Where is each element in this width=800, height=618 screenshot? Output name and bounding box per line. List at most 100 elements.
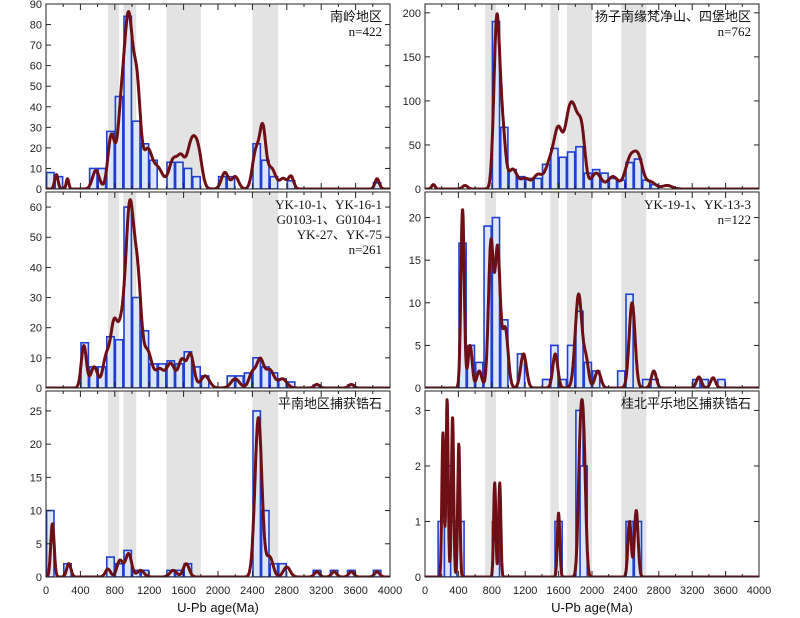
panel-label: G0103-1、G0104-1 [277, 212, 382, 227]
histogram-bar [157, 363, 167, 388]
x-tick-label: 800 [106, 585, 124, 597]
panel-label: 平南地区捕获锆石 [278, 396, 382, 411]
histogram-bar [591, 168, 601, 189]
y-tick-label: 50 [409, 140, 421, 152]
age-band [107, 391, 120, 577]
y-tick-label: 60 [30, 61, 42, 73]
x-tick-label: 2000 [206, 585, 230, 597]
histogram-bar [131, 120, 141, 189]
probability-density-curve [46, 10, 390, 189]
y-tick-label: 0 [415, 383, 421, 395]
age-band [166, 391, 201, 577]
y-tick-label: 150 [403, 52, 421, 64]
x-tick-label: 3600 [713, 585, 737, 597]
y-tick-label: 3 [415, 405, 421, 417]
x-tick-label: 2400 [240, 585, 264, 597]
histogram-bar [226, 175, 236, 189]
y-tick-label: 20 [409, 213, 421, 225]
age-band [485, 391, 496, 577]
histogram-bar [533, 177, 543, 189]
panel-label: YK-10-1、YK-16-1 [275, 197, 382, 212]
age-band [123, 391, 137, 577]
panel-content [46, 192, 390, 388]
x-tick-label: 2400 [613, 585, 637, 597]
y-tick-label: 100 [403, 96, 421, 108]
histogram-bar [575, 145, 584, 189]
y-tick-label: 50 [30, 232, 42, 244]
panel-label: 扬子南缘梵净山、四堡地区 [595, 9, 751, 24]
panel-label: n=261 [349, 242, 382, 257]
x-tick-label: 2000 [580, 585, 604, 597]
age-band [107, 192, 120, 388]
y-tick-label: 20 [30, 143, 42, 155]
age-band [550, 391, 559, 577]
panel-content [425, 391, 759, 577]
panel-content [46, 391, 390, 577]
y-tick-label: 80 [30, 20, 42, 32]
y-tick-label: 30 [30, 122, 42, 134]
x-tick-label: 1600 [546, 585, 570, 597]
histogram-bar [550, 147, 559, 189]
x-tick-label: 3200 [680, 585, 704, 597]
histogram-bar [131, 296, 141, 388]
panel-content [46, 4, 390, 189]
histogram-bar [558, 156, 568, 189]
panel-label: 桂北平乐地区捕获锆石 [621, 396, 751, 411]
panel-label: 南岭地区 [330, 9, 382, 24]
x-tick-label: 4000 [747, 585, 771, 597]
y-tick-label: 0 [415, 572, 421, 584]
histogram-bar [183, 351, 193, 388]
x-tick-label: 4000 [378, 585, 402, 597]
x-tick-label: 2800 [275, 585, 299, 597]
histogram-bar [174, 161, 184, 189]
histogram-bar [491, 216, 501, 388]
x-tick-label: 400 [71, 585, 89, 597]
y-tick-label: 5 [415, 340, 421, 352]
y-tick-label: 0 [36, 383, 42, 395]
histogram-bar [633, 158, 643, 189]
x-tick-label: 1600 [171, 585, 195, 597]
histogram-bar [474, 361, 484, 388]
x-tick-label: 3200 [309, 585, 333, 597]
y-tick-label: 30 [30, 293, 42, 305]
y-tick-label: 0 [36, 572, 42, 584]
y-tick-label: 2 [415, 461, 421, 473]
x-axis-title: U-Pb age(Ma) [551, 600, 633, 615]
age-band [550, 192, 559, 388]
y-tick-label: 0 [415, 184, 421, 196]
age-band [252, 192, 279, 388]
panel-label: YK-27、YK-75 [297, 227, 382, 242]
x-tick-label: 0 [43, 585, 49, 597]
histogram-bar [516, 175, 526, 189]
y-tick-label: 0 [36, 184, 42, 196]
y-tick-label: 40 [30, 262, 42, 274]
y-tick-label: 25 [30, 406, 42, 418]
x-tick-label: 800 [483, 585, 501, 597]
y-tick-label: 15 [30, 472, 42, 484]
probability-density-curve [425, 12, 759, 189]
x-tick-label: 1200 [513, 585, 537, 597]
histogram-bar [252, 357, 262, 388]
y-tick-label: 5 [36, 539, 42, 551]
histogram-bar [140, 329, 150, 388]
panel-middle-right: 0 5 10 15 20 YK-19-1、YK-13-3n=122 [409, 191, 760, 395]
panel-label: YK-19-1、YK-13-3 [644, 197, 751, 212]
histogram-bar [114, 338, 124, 388]
histogram-bar [166, 360, 176, 388]
panel-frame [45, 390, 391, 578]
y-tick-label: 70 [30, 40, 42, 52]
x-tick-label: 0 [422, 585, 428, 597]
y-tick-label: 50 [30, 81, 42, 93]
age-band [107, 4, 120, 189]
x-axis-title: U-Pb age(Ma) [177, 600, 259, 615]
panel-bottom-right: 0 1 2 3 0 400 800 1200 1600 2000 2400 2800 3200 3600 4… [415, 390, 771, 615]
panel-middle-left: 0 10 20 30 40 50 60 YK-10-1、YK-16-1G0103-1、G010… [30, 191, 391, 395]
panel-label: n=762 [718, 24, 751, 39]
histogram-bar [260, 159, 270, 189]
histogram-bar [183, 167, 193, 189]
age-band [550, 4, 559, 189]
y-tick-label: 10 [30, 353, 42, 365]
histogram-bar [608, 177, 618, 189]
